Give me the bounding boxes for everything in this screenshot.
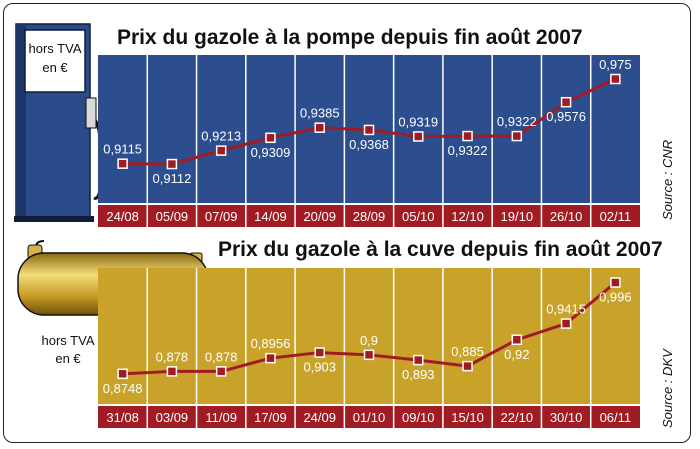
data-point — [314, 122, 325, 133]
x-tick-label: 22/10 — [501, 410, 534, 425]
chart-title-tank: Prix du gazole à la cuve depuis fin août… — [218, 238, 663, 261]
data-label: 0,903 — [303, 360, 336, 375]
data-point — [117, 368, 128, 380]
data-label: 0,92 — [504, 347, 529, 362]
data-label: 0,975 — [599, 57, 632, 72]
x-tick-label: 24/09 — [303, 410, 336, 425]
x-tick-label: 11/09 — [205, 410, 237, 425]
source-dkv: Source : DKV — [660, 349, 675, 428]
data-label: 0,878 — [205, 349, 238, 364]
data-point — [511, 334, 523, 346]
pump-unit-label-line2: en € — [42, 60, 68, 75]
date-bar — [98, 205, 640, 227]
data-point — [265, 352, 276, 364]
x-tick-label: 06/11 — [600, 410, 632, 425]
data-point — [462, 130, 473, 142]
data-label: 0,878 — [156, 349, 189, 364]
data-label: 0,9576 — [546, 109, 586, 124]
data-label: 0,9309 — [251, 145, 291, 160]
x-tick-label: 12/10 — [451, 209, 484, 224]
gas-pump-icon: hors TVA en € — [14, 23, 102, 222]
data-point — [560, 318, 572, 329]
data-label: 0,996 — [599, 290, 632, 305]
x-tick-label: 17/09 — [254, 410, 287, 425]
tank-unit-label-line1: hors TVA — [41, 333, 95, 348]
data-label: 0,9322 — [448, 143, 488, 158]
data-point — [215, 145, 227, 156]
x-tick-label: 03/09 — [156, 410, 189, 425]
data-label: 0,9322 — [497, 114, 537, 129]
x-tick-label: 20/09 — [303, 209, 336, 224]
data-label: 0,9112 — [153, 171, 192, 186]
data-point — [560, 96, 572, 108]
data-label: 0,9368 — [349, 137, 389, 152]
data-point — [462, 360, 473, 372]
chart-title-pump: Prix du gazole à la pompe depuis fin aoû… — [117, 26, 583, 49]
chart-panel — [98, 268, 640, 404]
x-tick-label: 07/09 — [205, 209, 238, 224]
data-label: 0,893 — [402, 367, 435, 382]
data-label: 0,8956 — [251, 336, 291, 351]
data-label: 0,9385 — [300, 106, 340, 121]
x-tick-label: 26/10 — [550, 209, 583, 224]
x-tick-label: 15/10 — [451, 410, 484, 425]
data-point — [363, 349, 375, 361]
x-tick-label: 24/08 — [106, 209, 139, 224]
x-tick-label: 09/10 — [402, 410, 435, 425]
x-tick-label: 05/09 — [156, 209, 189, 224]
pump-unit-label-line1: hors TVA — [29, 41, 82, 56]
data-point — [215, 366, 227, 377]
x-tick-label: 28/09 — [353, 209, 386, 224]
x-tick-label: 05/10 — [402, 209, 435, 224]
data-label: 0,8748 — [103, 381, 143, 396]
x-tick-label: 19/10 — [501, 209, 534, 224]
data-point — [610, 73, 621, 85]
data-point — [314, 347, 325, 358]
data-point — [363, 124, 375, 136]
data-label: 0,9319 — [398, 114, 438, 129]
tank-unit-label-line2: en € — [55, 351, 81, 366]
source-cnr: Source : CNR — [660, 139, 675, 220]
data-point — [413, 354, 424, 366]
x-tick-label: 01/10 — [353, 410, 386, 425]
x-tick-label: 14/09 — [254, 209, 287, 224]
data-point — [117, 158, 128, 169]
tank-price-chart: 0,8748 31/08 0,878 03/09 0,878 11/09 0,8956 17/… — [98, 268, 640, 428]
data-label: 0,885 — [451, 344, 484, 359]
tank-unit-label: hors TVA en € — [32, 332, 104, 368]
pump-price-chart: 0,9115 24/08 0,9112 05/09 0,9213 07/09 0,9309 1… — [98, 55, 640, 227]
date-bar — [98, 406, 640, 428]
data-label: 0,9 — [360, 333, 378, 348]
data-label: 0,9415 — [546, 302, 586, 317]
data-label: 0,9115 — [103, 142, 142, 157]
x-tick-label: 31/08 — [106, 410, 139, 425]
data-point — [610, 277, 621, 288]
data-point — [265, 132, 276, 144]
x-tick-label: 30/10 — [550, 410, 583, 425]
data-point — [166, 158, 178, 170]
data-point — [511, 130, 523, 142]
data-point — [166, 366, 178, 377]
data-label: 0,9213 — [201, 129, 241, 144]
data-point — [413, 131, 424, 142]
x-tick-label: 02/11 — [600, 209, 632, 224]
